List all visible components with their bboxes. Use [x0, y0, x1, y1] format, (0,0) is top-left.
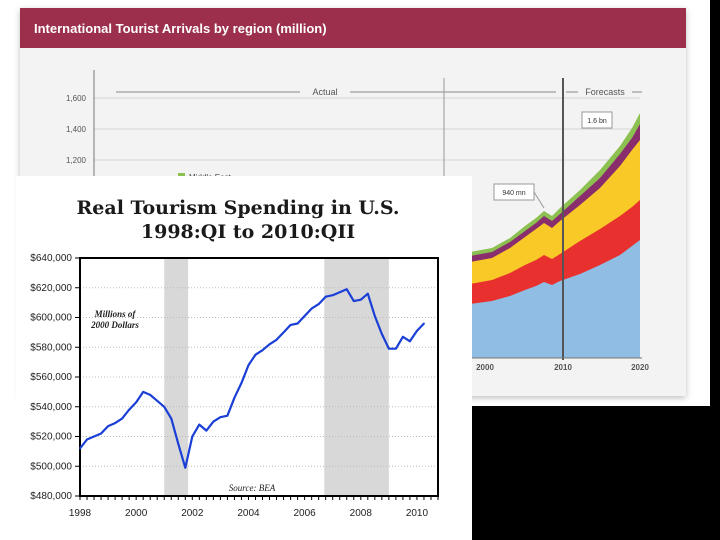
spending-chart-panel: Real Tourism Spending in U.S. 1998:QI to…	[16, 176, 472, 540]
spending-data-point	[254, 353, 257, 356]
spending-data-point	[135, 401, 138, 404]
spending-data-point	[275, 338, 278, 341]
y-tick-label: $580,000	[30, 342, 72, 353]
spending-data-point	[409, 340, 411, 343]
spending-chart-plot: Millions of 2000 Dollars Source: BEA $64…	[30, 253, 439, 519]
area-europe	[470, 240, 640, 358]
spending-data-point	[149, 393, 152, 396]
y-axis-label-line1: Millions of	[94, 309, 137, 319]
x-tick-label: 2004	[237, 508, 260, 519]
spending-data-point	[416, 329, 418, 332]
callout-16bn-box	[581, 111, 613, 129]
spending-data-point	[296, 322, 299, 325]
arrivals-x-tick: 2010	[554, 363, 572, 372]
spending-data-point	[93, 435, 95, 438]
spending-data-point	[366, 292, 369, 295]
spending-data-point	[317, 303, 320, 306]
spending-data-point	[387, 347, 390, 350]
spending-chart-subtitle: 1998:QI to 2010:QII	[140, 221, 356, 243]
spending-data-point	[261, 349, 264, 352]
spending-data-point	[394, 347, 397, 350]
callout-940-pointer	[533, 191, 545, 209]
y-tick-label: $600,000	[30, 313, 72, 324]
y-tick-label: $500,000	[30, 461, 72, 472]
x-tick-label: 2002	[181, 508, 204, 519]
spending-data-point	[352, 300, 355, 303]
forecasts-label: Forecasts	[585, 87, 625, 97]
spending-data-point	[268, 343, 271, 346]
callout-940-label: 940 mn	[502, 190, 525, 197]
y-tick-label: $540,000	[30, 402, 72, 413]
arrivals-x-tick: 2020	[631, 363, 649, 372]
spending-data-point	[114, 422, 116, 425]
spending-data-point	[191, 435, 194, 438]
spending-data-point	[373, 315, 376, 317]
spending-data-point	[240, 382, 243, 384]
spending-data-point	[86, 438, 88, 441]
x-tick-label: 2008	[350, 508, 373, 519]
actual-label: Actual	[312, 87, 337, 97]
spending-data-point	[303, 315, 306, 317]
spending-data-point	[423, 322, 425, 325]
source-label: Source: BEA	[229, 483, 276, 493]
spending-data-point	[380, 332, 383, 335]
spending-data-point	[331, 294, 334, 297]
spending-data-point	[226, 414, 229, 417]
arrivals-y-tick: 1,200	[66, 156, 87, 165]
spending-data-point	[156, 399, 159, 402]
spending-data-point	[163, 405, 166, 408]
arrivals-x-tick: 2000	[476, 363, 494, 372]
spending-data-point	[338, 291, 341, 294]
spending-data-point	[170, 417, 173, 420]
spending-data-point	[184, 466, 187, 469]
spending-data-point	[219, 416, 222, 419]
callout-16bn-label: 1.6 bn	[587, 118, 607, 125]
spending-data-point	[205, 429, 208, 432]
y-tick-label: $560,000	[30, 372, 72, 383]
spending-data-point	[177, 443, 180, 445]
arrivals-chart-title: International Tourist Arrivals by region…	[34, 21, 327, 36]
x-tick-label: 2010	[406, 508, 429, 519]
x-tick-label: 2006	[294, 508, 317, 519]
spending-series-line	[79, 288, 425, 469]
spending-data-point	[121, 417, 124, 420]
spending-data-point	[282, 331, 285, 334]
black-block	[472, 406, 720, 540]
y-tick-label: $480,000	[30, 491, 72, 502]
spending-data-point	[198, 423, 201, 426]
spending-data-point	[310, 307, 313, 310]
y-tick-label: $620,000	[30, 283, 72, 294]
x-tick-label: 2000	[125, 508, 148, 519]
black-edge	[710, 0, 720, 406]
arrivals-y-tick: 1,600	[66, 94, 87, 103]
y-tick-label: $640,000	[30, 253, 72, 264]
spending-data-point	[100, 432, 102, 435]
spending-data-point	[247, 364, 250, 366]
arrivals-chart-plot: 1,600 1,400 1,200 Actual Forecasts 1.6 b…	[66, 70, 649, 372]
spending-data-point	[402, 335, 404, 338]
arrivals-y-tick: 1,400	[66, 125, 87, 134]
y-axis-label-line2: 2000 Dollars	[90, 320, 139, 330]
spending-data-point	[212, 420, 215, 423]
spending-data-point	[107, 425, 109, 427]
spending-data-point	[289, 324, 292, 326]
spending-data-point	[233, 396, 236, 399]
spending-data-point	[128, 408, 131, 411]
arrivals-chart-header: International Tourist Arrivals by region…	[20, 8, 686, 48]
y-tick-label: $520,000	[30, 432, 72, 443]
spending-data-point	[359, 298, 362, 301]
x-tick-label: 1998	[69, 508, 92, 519]
spending-data-point	[324, 295, 327, 298]
spending-data-point	[79, 447, 81, 450]
spending-data-point	[345, 288, 348, 291]
spending-chart-title: Real Tourism Spending in U.S.	[76, 197, 400, 219]
spending-data-point	[142, 390, 145, 393]
